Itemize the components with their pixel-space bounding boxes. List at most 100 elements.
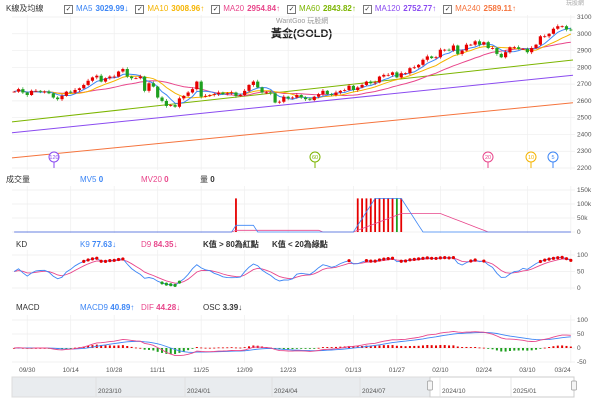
- watermark: WantGoo 玩股網: [276, 18, 329, 25]
- kd-red-dot: [382, 257, 386, 261]
- macd-label: MACD: [16, 303, 40, 312]
- candle: [538, 36, 542, 45]
- candle: [369, 81, 373, 84]
- price-axis-label: 3100: [577, 14, 592, 21]
- osc-bar: [169, 348, 172, 355]
- osc-bar: [161, 348, 164, 353]
- candle: [234, 92, 238, 96]
- osc-bar: [504, 348, 507, 352]
- volume-axis-label: 50k: [577, 215, 588, 222]
- kd-red-dot: [421, 256, 425, 260]
- mv5-value: 0: [98, 175, 104, 184]
- kd-red-dot: [564, 257, 569, 261]
- kd-red-dot: [112, 258, 116, 262]
- candle: [195, 81, 199, 90]
- candle: [530, 48, 534, 53]
- candle: [238, 95, 242, 96]
- mv20-legend: MV20 0: [141, 175, 169, 185]
- candle: [473, 41, 477, 45]
- osc-bar: [195, 347, 198, 348]
- candle: [138, 76, 142, 79]
- vol-label: 量: [200, 175, 208, 184]
- legend-ma60[interactable]: ✓ MA60 2843.82 ↑: [287, 4, 356, 14]
- checkbox-icon[interactable]: ✓: [362, 4, 372, 14]
- candle: [143, 76, 147, 91]
- volume-label: 成交量: [6, 175, 30, 184]
- osc-bar: [174, 348, 177, 355]
- volume-bar: [235, 198, 237, 232]
- ma-marker-10: [525, 151, 537, 163]
- osc-bar: [417, 345, 420, 348]
- ma-label: MA20: [223, 4, 245, 13]
- navigator-handle[interactable]: [427, 380, 433, 391]
- legend-ma240[interactable]: ✓ MA240 2589.11 ↑: [443, 4, 516, 14]
- candle: [508, 47, 512, 53]
- kd-red-dot: [82, 259, 86, 263]
- candle: [382, 74, 386, 77]
- osc-bar: [200, 347, 203, 349]
- candle: [503, 52, 508, 58]
- candle: [499, 53, 503, 58]
- osc-bar: [291, 348, 294, 350]
- kd-red-dot: [569, 258, 573, 262]
- osc-bar: [226, 347, 229, 349]
- osc-bar: [495, 348, 498, 351]
- legend-ma120[interactable]: ✓ MA120 2752.77 ↑: [362, 4, 436, 14]
- osc-bar: [213, 347, 216, 349]
- candle: [460, 50, 464, 54]
- ma-label: MA240: [455, 4, 481, 13]
- osc-bar: [517, 348, 520, 351]
- candle: [99, 75, 103, 82]
- candle: [256, 81, 260, 88]
- k-value: 77.63: [92, 240, 113, 249]
- candle: [351, 85, 355, 90]
- date-tick-label: 12/23: [280, 367, 297, 374]
- candle: [247, 84, 251, 91]
- date-tick-label: 01/27: [389, 367, 406, 374]
- candle: [230, 92, 234, 94]
- checkbox-icon[interactable]: ✓: [443, 4, 453, 14]
- osc-bar: [91, 345, 94, 348]
- checkbox-icon[interactable]: ✓: [287, 4, 297, 14]
- legend-ma5[interactable]: ✓ MA5 3029.99 ↓: [64, 4, 128, 14]
- candle: [330, 94, 334, 96]
- osc-bar: [369, 345, 372, 348]
- osc-bar: [339, 346, 342, 348]
- navigator-handle[interactable]: [571, 380, 577, 391]
- price-axis-label: 2800: [577, 64, 592, 71]
- osc-bar: [552, 346, 555, 348]
- osc-bar: [469, 347, 472, 348]
- kd-red-dot: [551, 256, 556, 260]
- candle: [103, 78, 108, 82]
- osc-bar: [208, 347, 211, 349]
- candle: [534, 44, 538, 49]
- osc-bar: [295, 348, 298, 349]
- ma-marker-label: 10: [528, 155, 534, 161]
- candle: [273, 93, 277, 103]
- candle: [186, 92, 190, 96]
- kd-red-dot: [417, 257, 421, 261]
- candle: [125, 69, 129, 77]
- navigator-label: 2023/10: [98, 388, 122, 395]
- legend-ma10[interactable]: ✓ MA10 3008.96 ↑: [135, 4, 204, 14]
- checkbox-icon[interactable]: ✓: [64, 4, 73, 14]
- osc-bar: [378, 345, 381, 348]
- candle: [434, 57, 438, 59]
- date-tick-label: 02/24: [476, 367, 493, 374]
- date-tick-label: 11/25: [193, 367, 209, 374]
- candle: [373, 82, 377, 84]
- checkbox-icon[interactable]: ✓: [135, 4, 145, 14]
- checkbox-icon[interactable]: ✓: [211, 4, 221, 14]
- osc-bar: [543, 347, 546, 349]
- legend-ma20[interactable]: ✓ MA20 2954.84 ↑: [211, 4, 280, 14]
- kd-green-dot: [169, 283, 173, 287]
- candle: [16, 89, 21, 92]
- kd-red-dot: [369, 259, 373, 263]
- candle: [334, 92, 338, 96]
- dif-label: DIF: [141, 303, 154, 312]
- ma-marker-label: 60: [312, 155, 318, 161]
- osc-bar: [348, 345, 351, 348]
- ma-marker-20: [482, 151, 494, 163]
- osc-label: OSC: [203, 303, 221, 312]
